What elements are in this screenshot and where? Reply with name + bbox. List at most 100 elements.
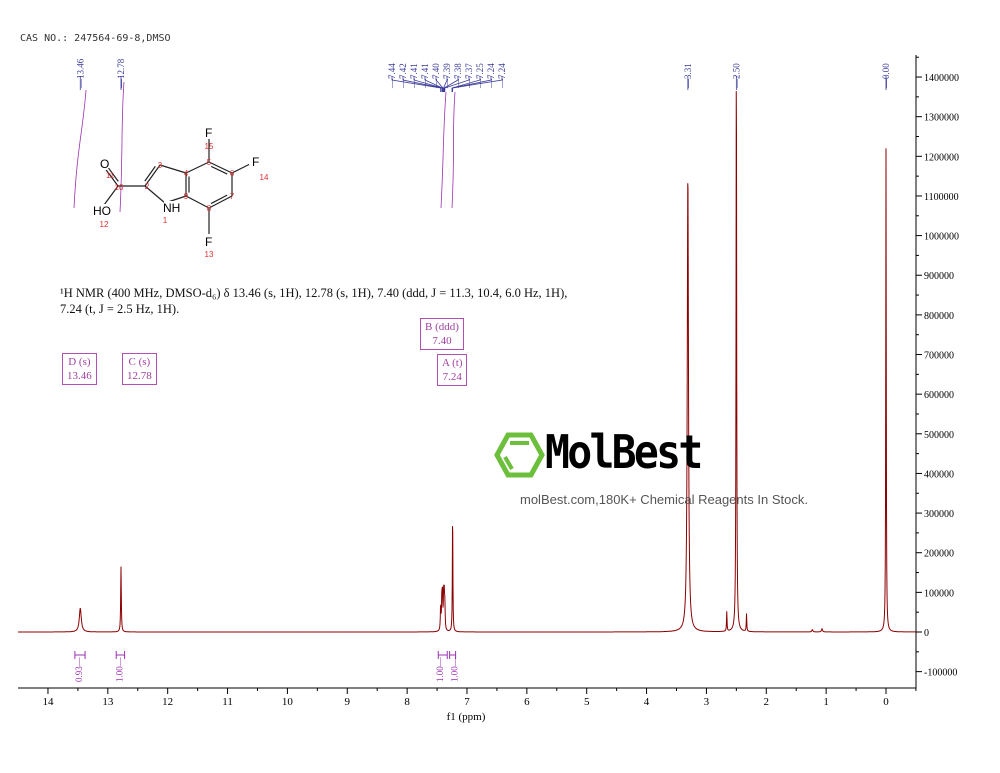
bond bbox=[144, 164, 161, 187]
x-tick-label: 14 bbox=[42, 696, 54, 708]
watermark-logo-bond bbox=[503, 455, 514, 471]
multiplet-type: (s) bbox=[138, 356, 151, 368]
x-tick-label: 7 bbox=[464, 696, 470, 708]
peak-label: —7.37 bbox=[464, 63, 474, 89]
peak-label: —7.25 bbox=[475, 63, 485, 89]
bond bbox=[144, 166, 156, 182]
multiplet-id: D bbox=[68, 356, 77, 368]
bond bbox=[108, 167, 119, 182]
multiplet-shift: 13.46 bbox=[67, 370, 92, 382]
bond bbox=[103, 185, 119, 206]
bond bbox=[208, 195, 233, 209]
x-tick-label: 4 bbox=[644, 696, 650, 708]
peak-label: —13.46 bbox=[75, 58, 85, 89]
atom-number: 14 bbox=[260, 173, 269, 182]
y-tick-label: 1400000 bbox=[924, 73, 959, 84]
watermark-logo-icon bbox=[494, 432, 545, 478]
bond bbox=[103, 166, 119, 187]
atom-number: 10 bbox=[115, 183, 124, 192]
integral-curve bbox=[119, 81, 125, 213]
atom-number: 7 bbox=[230, 192, 235, 201]
x-tick-label: 10 bbox=[282, 696, 294, 708]
bond bbox=[210, 194, 228, 205]
atom-label: O bbox=[100, 157, 109, 171]
atom-label: HO bbox=[93, 204, 111, 218]
watermark-tagline: molBest.com,180K+ Chemical Reagents In S… bbox=[520, 492, 808, 507]
x-tick-label: 8 bbox=[404, 696, 410, 708]
multiplet-box-C: C (s) 12.78 bbox=[122, 353, 157, 385]
peak-label-leader bbox=[451, 76, 481, 92]
atom-number: 4 bbox=[184, 169, 189, 178]
x-tick-label: 9 bbox=[345, 696, 351, 708]
multiplet-id: B bbox=[425, 321, 433, 333]
peak-label: —7.38 bbox=[453, 63, 463, 89]
peak-label: —7.24 bbox=[486, 63, 496, 89]
multiplet-type: (t) bbox=[452, 357, 463, 369]
x-tick-label: 13 bbox=[102, 696, 114, 708]
peak-label-leader bbox=[402, 76, 443, 92]
atom-bg bbox=[249, 155, 259, 168]
y-tick-label: 1100000 bbox=[924, 192, 959, 203]
atom-number: 3 bbox=[158, 161, 163, 170]
multiplet-type: (s) bbox=[78, 356, 91, 368]
atom-number: 6 bbox=[230, 169, 235, 178]
x-tick-label: 0 bbox=[883, 696, 889, 708]
y-tick-label: 700000 bbox=[924, 351, 954, 362]
x-tick-label: 11 bbox=[222, 696, 233, 708]
y-tick-label: 500000 bbox=[924, 430, 954, 441]
multiplet-shift: 7.40 bbox=[432, 335, 452, 347]
x-tick-label: 2 bbox=[764, 696, 770, 708]
atom-number: 13 bbox=[205, 250, 214, 259]
atom-number: 8 bbox=[207, 204, 212, 213]
integral-curve bbox=[73, 89, 87, 209]
multiplet-id: A bbox=[442, 357, 450, 369]
bond bbox=[210, 165, 228, 175]
integral-value: 1.00— bbox=[450, 656, 460, 682]
multiplet-type: (ddd) bbox=[435, 321, 459, 333]
peak-label-leader bbox=[424, 76, 443, 92]
spectrum-line bbox=[18, 91, 916, 633]
atom-bg bbox=[202, 126, 212, 139]
atom-bg bbox=[164, 201, 182, 214]
watermark-brand: MolBest bbox=[545, 425, 703, 479]
peak-label: —2.50 bbox=[731, 63, 741, 89]
y-tick-label: 0 bbox=[924, 628, 929, 639]
multiplet-box-A: A (t) 7.24 bbox=[437, 354, 468, 386]
y-tick-label: 400000 bbox=[924, 469, 954, 480]
atom-bg bbox=[202, 235, 212, 248]
bond bbox=[144, 185, 166, 204]
atom-number: 15 bbox=[205, 142, 214, 151]
peak-label: —7.44 bbox=[387, 63, 397, 89]
atom-label: F bbox=[205, 126, 212, 140]
x-tick-label: 5 bbox=[584, 696, 590, 708]
atom-bg bbox=[97, 157, 107, 170]
y-tick-label: 200000 bbox=[924, 549, 954, 560]
nmr-description: ¹H NMR (400 MHz, DMSO-d₆) δ 13.46 (s, 1H… bbox=[60, 285, 600, 317]
y-tick-label: 1000000 bbox=[924, 232, 959, 243]
multiplet-shift: 7.24 bbox=[442, 371, 462, 383]
atom-number: 12 bbox=[100, 220, 109, 229]
bond bbox=[231, 162, 253, 174]
bond bbox=[185, 195, 210, 209]
integral-value: 1.00— bbox=[435, 656, 445, 682]
peak-label-leader bbox=[435, 76, 444, 92]
y-tick-label: 600000 bbox=[924, 390, 954, 401]
y-tick-label: 800000 bbox=[924, 311, 954, 322]
x-axis-label: f1 (ppm) bbox=[447, 711, 486, 723]
peak-label-leader bbox=[452, 76, 503, 92]
y-tick-label: 900000 bbox=[924, 271, 954, 282]
peak-label-leader bbox=[444, 76, 470, 92]
bond bbox=[185, 161, 210, 174]
x-tick-label: 12 bbox=[162, 696, 173, 708]
multiplet-shift: 12.78 bbox=[127, 370, 152, 382]
peak-label: —12.78 bbox=[116, 58, 126, 89]
x-tick-label: 1 bbox=[823, 696, 829, 708]
atom-label: NH bbox=[163, 201, 180, 215]
peak-label: —7.39 bbox=[442, 63, 452, 89]
peak-label-leader bbox=[443, 76, 448, 92]
multiplet-box-B: B (ddd) 7.40 bbox=[420, 318, 464, 350]
bond bbox=[208, 161, 233, 174]
y-tick-label: 1200000 bbox=[924, 152, 959, 163]
